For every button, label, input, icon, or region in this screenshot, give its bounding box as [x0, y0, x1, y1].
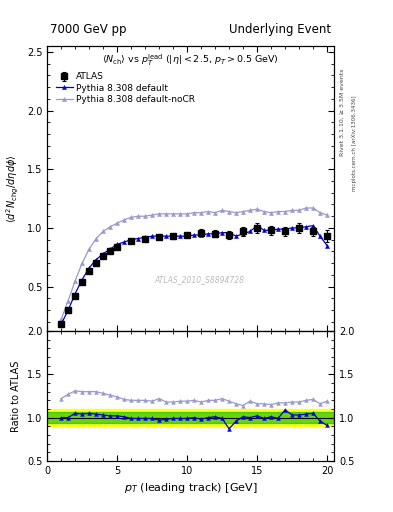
- Pythia 8.308 default-noCR: [241, 208, 246, 215]
- Pythia 8.308 default: [290, 225, 294, 231]
- Pythia 8.308 default: [192, 232, 196, 238]
- Pythia 8.308 default: [206, 231, 211, 237]
- Pythia 8.308 default-noCR: [122, 217, 127, 223]
- Pythia 8.308 default: [269, 227, 274, 233]
- Pythia 8.308 default: [255, 223, 259, 229]
- Pythia 8.308 default-noCR: [304, 205, 309, 211]
- Pythia 8.308 default: [136, 236, 140, 242]
- Pythia 8.308 default-noCR: [80, 260, 84, 266]
- Pythia 8.308 default: [241, 231, 246, 237]
- Bar: [47, 409, 334, 426]
- Pythia 8.308 default: [171, 233, 175, 239]
- Pythia 8.308 default: [220, 229, 224, 236]
- Pythia 8.308 default-noCR: [171, 211, 175, 217]
- Pythia 8.308 default: [283, 226, 287, 232]
- Text: Underlying Event: Underlying Event: [229, 23, 331, 36]
- Y-axis label: $\langle d^2 N_\mathrm{chg}/d\eta d\phi \rangle$: $\langle d^2 N_\mathrm{chg}/d\eta d\phi …: [5, 154, 21, 223]
- Pythia 8.308 default: [66, 307, 70, 313]
- Pythia 8.308 default: [80, 276, 84, 283]
- Pythia 8.308 default-noCR: [262, 208, 266, 215]
- Pythia 8.308 default: [129, 237, 134, 243]
- Pythia 8.308 default-noCR: [115, 220, 119, 226]
- Pythia 8.308 default-noCR: [192, 209, 196, 216]
- Pythia 8.308 default-noCR: [276, 208, 281, 215]
- Pythia 8.308 default: [143, 234, 147, 241]
- Pythia 8.308 default-noCR: [297, 207, 301, 214]
- Pythia 8.308 default: [276, 226, 281, 232]
- Pythia 8.308 default-noCR: [164, 211, 169, 217]
- Pythia 8.308 default: [297, 225, 301, 231]
- Text: Rivet 3.1.10, ≥ 3.5M events: Rivet 3.1.10, ≥ 3.5M events: [340, 69, 345, 156]
- Pythia 8.308 default-noCR: [311, 205, 316, 211]
- Pythia 8.308 default: [164, 233, 169, 239]
- Pythia 8.308 default-noCR: [87, 246, 92, 252]
- Pythia 8.308 default: [325, 243, 329, 249]
- Pythia 8.308 default: [199, 232, 204, 238]
- Pythia 8.308 default: [213, 231, 217, 237]
- Pythia 8.308 default-noCR: [255, 206, 259, 212]
- Pythia 8.308 default-noCR: [227, 208, 231, 215]
- Pythia 8.308 default: [227, 229, 231, 236]
- Y-axis label: Ratio to ATLAS: Ratio to ATLAS: [11, 360, 21, 432]
- Pythia 8.308 default: [108, 246, 112, 252]
- Pythia 8.308 default: [311, 223, 316, 229]
- Pythia 8.308 default: [318, 233, 322, 239]
- Legend: ATLAS, Pythia 8.308 default, Pythia 8.308 default-noCR: ATLAS, Pythia 8.308 default, Pythia 8.30…: [55, 71, 197, 105]
- Pythia 8.308 default: [59, 321, 64, 327]
- Pythia 8.308 default: [248, 228, 252, 234]
- Text: 7000 GeV pp: 7000 GeV pp: [50, 23, 127, 36]
- Text: $\langle N_\mathrm{ch}\rangle$ vs $p_T^\mathrm{lead}$ ($|\eta| < 2.5$, $p_T > 0.: $\langle N_\mathrm{ch}\rangle$ vs $p_T^\…: [102, 53, 279, 69]
- Pythia 8.308 default: [234, 233, 239, 239]
- Pythia 8.308 default-noCR: [101, 228, 105, 234]
- Pythia 8.308 default-noCR: [143, 213, 147, 219]
- Pythia 8.308 default-noCR: [318, 209, 322, 216]
- Pythia 8.308 default: [157, 233, 162, 239]
- Pythia 8.308 default-noCR: [66, 297, 70, 304]
- X-axis label: $p_T$ (leading track) [GeV]: $p_T$ (leading track) [GeV]: [124, 481, 257, 495]
- Pythia 8.308 default-noCR: [136, 213, 140, 219]
- Pythia 8.308 default-noCR: [234, 209, 239, 216]
- Pythia 8.308 default: [101, 251, 105, 257]
- Line: Pythia 8.308 default: Pythia 8.308 default: [59, 224, 329, 326]
- Pythia 8.308 default-noCR: [283, 208, 287, 215]
- Line: Pythia 8.308 default-noCR: Pythia 8.308 default-noCR: [59, 206, 329, 322]
- Pythia 8.308 default-noCR: [108, 224, 112, 230]
- Pythia 8.308 default-noCR: [325, 212, 329, 218]
- Pythia 8.308 default-noCR: [94, 236, 99, 242]
- Pythia 8.308 default-noCR: [199, 209, 204, 216]
- Pythia 8.308 default: [304, 224, 309, 230]
- Pythia 8.308 default: [87, 265, 92, 271]
- Pythia 8.308 default: [150, 233, 154, 239]
- Pythia 8.308 default: [185, 233, 189, 239]
- Pythia 8.308 default-noCR: [206, 208, 211, 215]
- Pythia 8.308 default-noCR: [269, 209, 274, 216]
- Pythia 8.308 default: [262, 227, 266, 233]
- Pythia 8.308 default: [115, 241, 119, 247]
- Pythia 8.308 default: [178, 233, 182, 239]
- Bar: [47, 413, 334, 423]
- Pythia 8.308 default-noCR: [150, 212, 154, 218]
- Pythia 8.308 default: [73, 291, 77, 297]
- Pythia 8.308 default-noCR: [73, 278, 77, 284]
- Pythia 8.308 default-noCR: [248, 207, 252, 214]
- Pythia 8.308 default-noCR: [59, 316, 64, 323]
- Pythia 8.308 default-noCR: [157, 211, 162, 217]
- Pythia 8.308 default: [122, 239, 127, 245]
- Text: mcplots.cern.ch [arXiv:1306.3436]: mcplots.cern.ch [arXiv:1306.3436]: [352, 96, 357, 191]
- Pythia 8.308 default-noCR: [220, 207, 224, 214]
- Pythia 8.308 default-noCR: [129, 215, 134, 221]
- Pythia 8.308 default-noCR: [178, 211, 182, 217]
- Pythia 8.308 default: [94, 257, 99, 263]
- Pythia 8.308 default-noCR: [213, 209, 217, 216]
- Text: ATLAS_2010_S8894728: ATLAS_2010_S8894728: [154, 275, 244, 284]
- Pythia 8.308 default-noCR: [290, 207, 294, 214]
- Pythia 8.308 default-noCR: [185, 211, 189, 217]
